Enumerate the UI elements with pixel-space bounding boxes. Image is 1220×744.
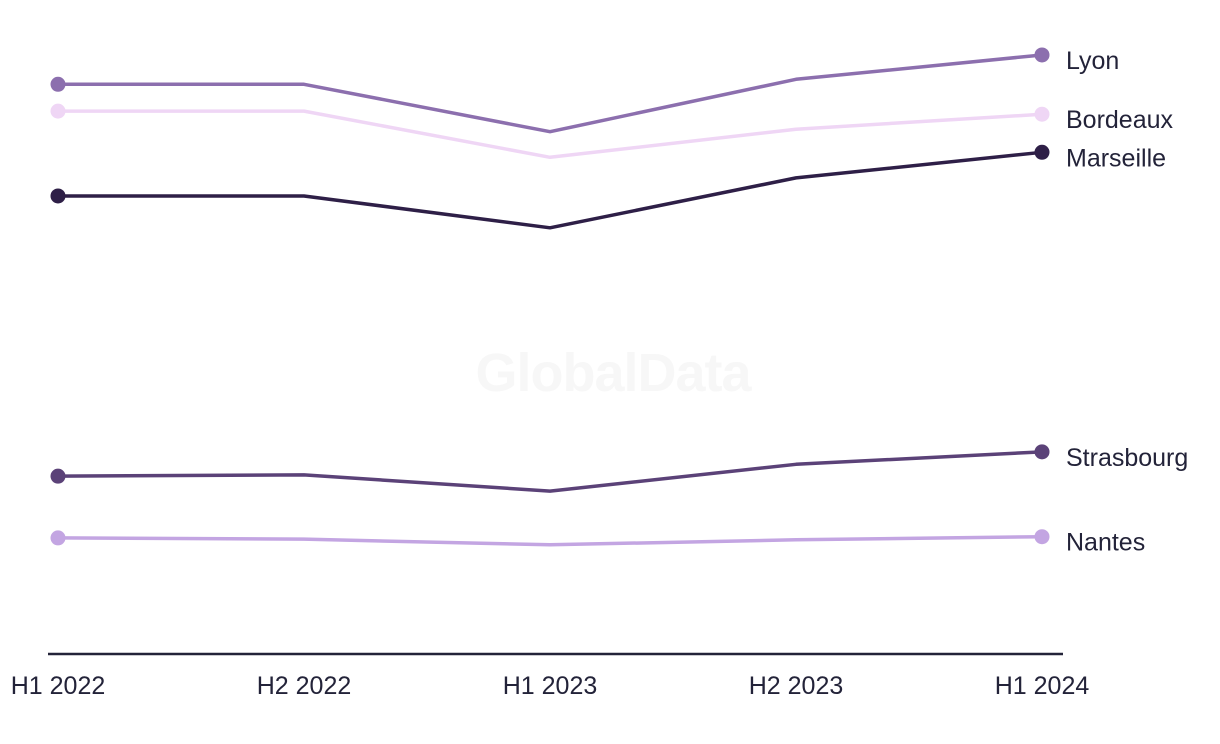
x-axis-label-4: H2 2023 [749, 672, 844, 700]
series-point-lyon-first [50, 76, 66, 92]
series-label-bordeaux: Bordeaux [1066, 106, 1174, 134]
series-label-strasbourg: Strasbourg [1066, 444, 1188, 472]
series-point-strasbourg-last [1034, 444, 1050, 460]
series-line-strasbourg [57, 450, 1043, 493]
series-line-bordeaux [58, 109, 1043, 160]
series-label-nantes: Nantes [1066, 529, 1145, 557]
series-label-lyon: Lyon [1066, 47, 1119, 75]
globaldata-watermark: GlobalData [475, 343, 751, 403]
series-line-lyon [58, 53, 1043, 134]
series-point-bordeaux-first [50, 103, 66, 119]
x-axis-label-5: H1 2024 [995, 672, 1090, 700]
series-point-strasbourg-first [50, 468, 66, 484]
series-point-nantes-last [1034, 529, 1050, 545]
series-point-marseille-first [50, 188, 66, 204]
series-line-nantes [57, 534, 1043, 547]
series-point-marseille-last [1034, 144, 1050, 160]
x-axis-label-2: H2 2022 [257, 672, 352, 700]
x-axis-label-3: H1 2023 [503, 672, 598, 700]
series-line-marseille [58, 150, 1043, 230]
series-point-lyon-last [1034, 47, 1050, 63]
x-axis-label-1: H1 2022 [11, 672, 106, 700]
series-point-nantes-first [50, 530, 66, 546]
series-point-bordeaux-last [1034, 106, 1050, 122]
series-label-marseille: Marseille [1066, 144, 1166, 172]
